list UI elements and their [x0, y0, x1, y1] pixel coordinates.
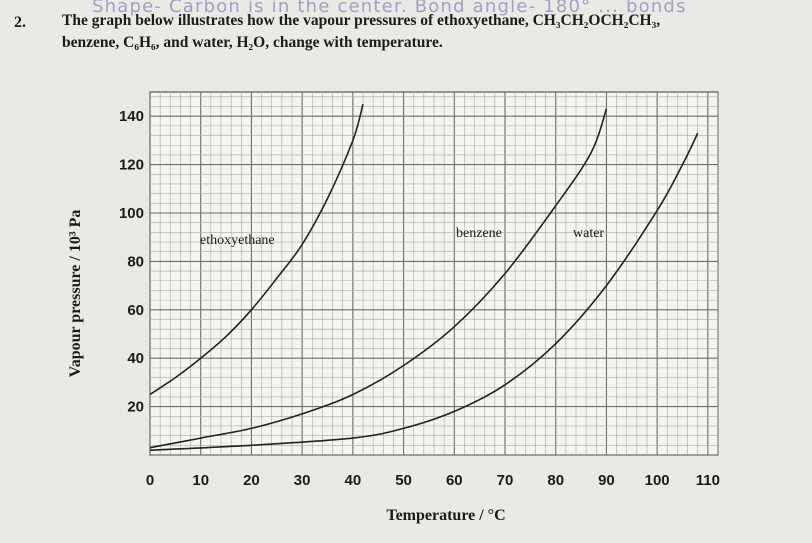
y-tick-label: 120	[119, 157, 144, 174]
y-tick-label: 80	[127, 253, 144, 270]
tick-labels: 0 10 20 30 40 50 60 70 80 90 100 110 20 40 60 80 100 120 1…	[119, 108, 720, 489]
x-tick-label: 20	[243, 472, 260, 489]
y-tick-label: 140	[119, 108, 144, 125]
y-axis-title: Vapour pressure / 10³ Pa	[67, 210, 84, 378]
x-tick-label: 90	[598, 472, 615, 489]
x-tick-label: 110	[696, 472, 720, 489]
x-tick-label: 60	[446, 472, 463, 489]
x-tick-label: 40	[345, 472, 362, 489]
x-tick-label: 80	[547, 472, 564, 489]
series-line-water	[149, 132, 699, 451]
x-tick-label: 0	[146, 472, 154, 489]
series-line-ethoxyethane	[149, 103, 364, 396]
question-number: 2.	[14, 14, 26, 31]
series-label-ethoxyethane: ethoxyethane	[200, 233, 275, 248]
question-text-line-2: benzene, C₆H₆, and water, H₂O, change wi…	[62, 34, 443, 51]
series-label-benzene: benzene	[456, 226, 502, 241]
x-tick-label: 50	[395, 472, 412, 489]
question-text-line-1: The graph below illustrates how the vapo…	[62, 12, 661, 29]
chart-grid	[149, 91, 719, 456]
y-tick-label: 20	[127, 399, 144, 416]
x-tick-label: 100	[645, 472, 670, 489]
series-lines: ethoxyethane benzene water	[149, 103, 699, 451]
y-tick-label: 100	[119, 205, 144, 222]
series-label-water: water	[573, 226, 604, 241]
x-tick-label: 10	[192, 472, 209, 489]
x-axis-title: Temperature / °C	[386, 507, 505, 524]
x-tick-label: 30	[294, 472, 311, 489]
x-tick-label: 70	[497, 472, 514, 489]
y-tick-label: 60	[127, 302, 144, 319]
handwritten-notes: Shape- Carbon is in the center. Bond ang…	[92, 0, 687, 17]
y-tick-label: 40	[127, 350, 144, 367]
series-line-benzene	[149, 108, 608, 449]
